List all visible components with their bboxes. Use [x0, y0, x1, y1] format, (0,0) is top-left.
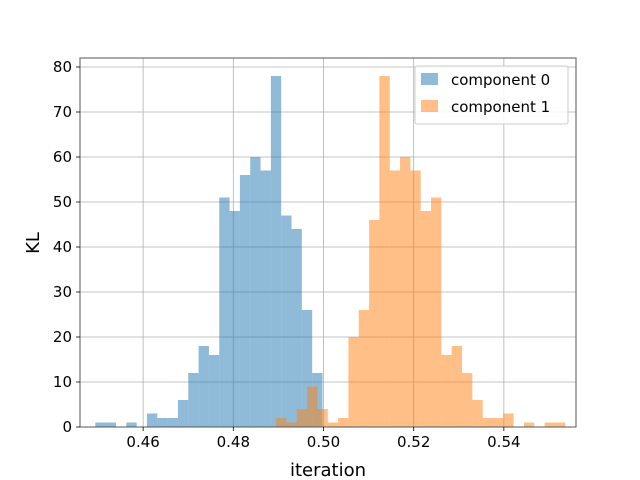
bar [420, 211, 432, 427]
y-tick-label: 30 [53, 283, 72, 301]
legend: component 0 component 1 [414, 65, 569, 125]
bar [317, 409, 328, 427]
y-axis-label: KL [23, 232, 44, 254]
bar [451, 346, 463, 427]
x-tick-label: 0.46 [126, 433, 159, 451]
y-tick-label: 40 [53, 238, 72, 256]
bar [544, 422, 555, 427]
bar [400, 157, 411, 427]
bar [270, 76, 282, 427]
bar [198, 346, 209, 427]
legend-swatch-component-0 [421, 73, 438, 85]
bar [338, 418, 349, 427]
bar [260, 170, 271, 427]
y-tick-label: 60 [53, 148, 72, 166]
bar [554, 422, 566, 427]
bar [503, 413, 514, 427]
y-tick-label: 0 [62, 418, 72, 436]
bar [348, 337, 359, 427]
bar [327, 422, 339, 427]
bar [358, 310, 370, 427]
bar [482, 418, 493, 427]
series-0 [95, 76, 323, 427]
bar [208, 355, 220, 427]
bars [95, 76, 566, 427]
bar [219, 197, 230, 427]
bar [291, 229, 302, 427]
bar [431, 197, 442, 427]
bar [157, 418, 168, 427]
legend-label-component-0: component 0 [451, 71, 550, 89]
bar [177, 400, 189, 427]
bar [472, 400, 483, 427]
bar [167, 418, 178, 427]
y-tick-label: 50 [53, 193, 72, 211]
bar [410, 170, 421, 427]
bar [281, 215, 292, 427]
series-1 [276, 76, 566, 427]
bar [301, 310, 313, 427]
bar [389, 170, 401, 427]
bar [286, 422, 297, 427]
bar [95, 422, 106, 427]
bar [379, 76, 390, 427]
x-tick-label: 0.50 [307, 433, 340, 451]
bar [492, 418, 504, 427]
bar [126, 422, 137, 427]
ticks: 0.46 0.48 0.50 0.52 0.54 0 10 20 30 40 50 60 70 80 [53, 58, 521, 451]
x-tick-label: 0.54 [487, 433, 520, 451]
bar [146, 413, 158, 427]
bar [188, 373, 199, 427]
y-tick-label: 80 [53, 58, 72, 76]
y-tick-label: 10 [53, 373, 72, 391]
bar [276, 418, 287, 427]
grid [80, 58, 576, 428]
bar [105, 422, 116, 427]
legend-swatch-component-1 [421, 100, 438, 112]
bar [296, 409, 308, 427]
x-axis-label: iteration [290, 460, 366, 480]
legend-label-component-1: component 1 [451, 98, 550, 116]
y-tick-label: 70 [53, 103, 72, 121]
bar [239, 175, 251, 427]
x-tick-label: 0.52 [397, 433, 430, 451]
bar [523, 422, 535, 427]
y-tick-label: 20 [53, 328, 72, 346]
bar [307, 386, 318, 427]
plot-frame [79, 57, 577, 428]
bar [462, 373, 473, 427]
x-tick-label: 0.48 [217, 433, 250, 451]
bar [369, 220, 380, 427]
bar [441, 355, 452, 427]
legend-box [414, 65, 569, 125]
bar [250, 157, 261, 427]
bar [229, 211, 240, 427]
